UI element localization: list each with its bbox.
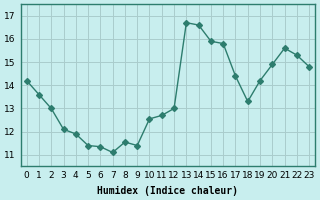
X-axis label: Humidex (Indice chaleur): Humidex (Indice chaleur) [97, 186, 238, 196]
